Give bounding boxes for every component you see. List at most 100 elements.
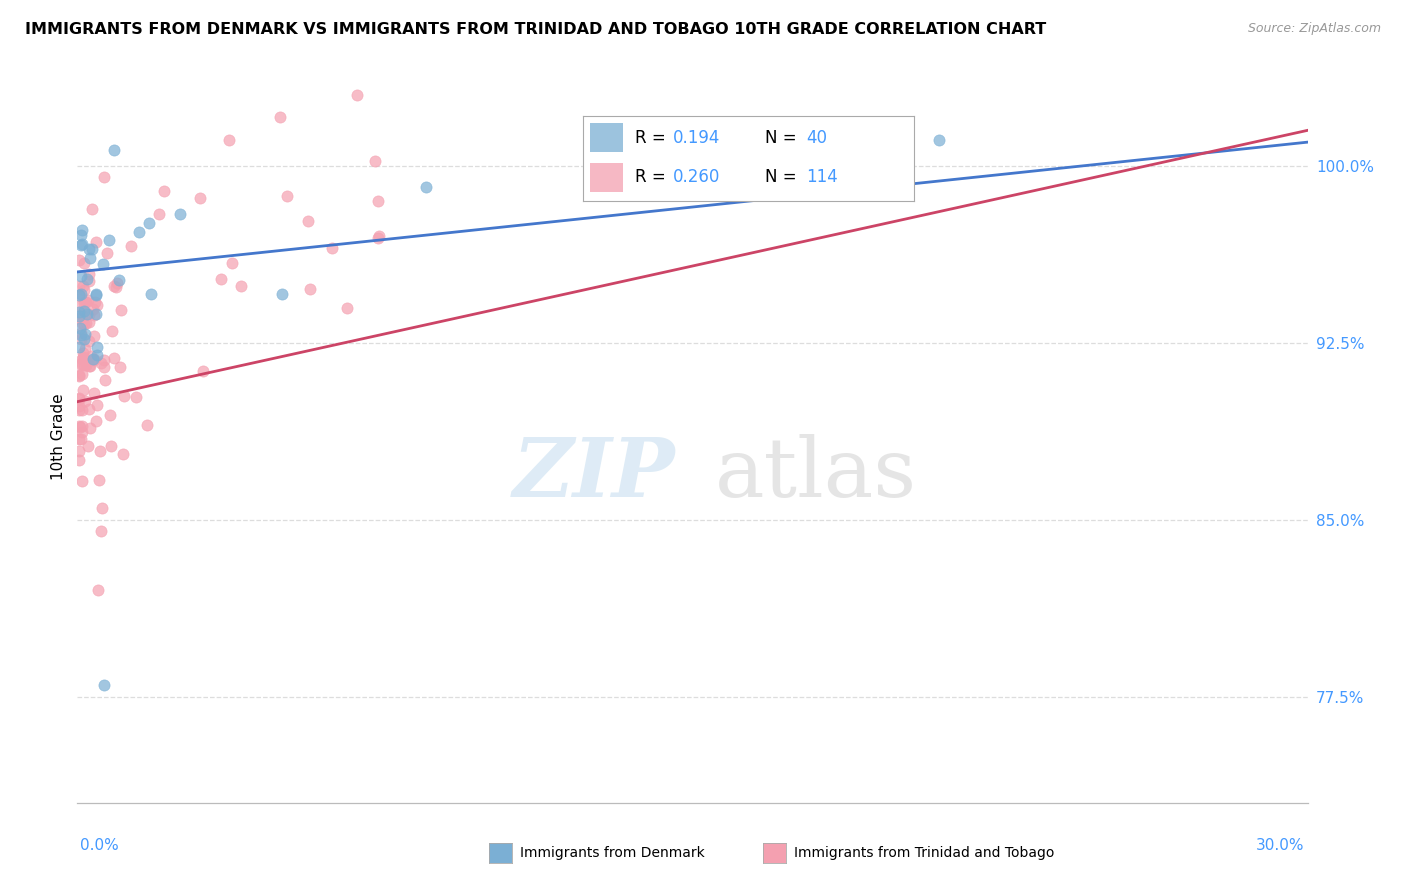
Point [94,373,117,387]
Point [82,242,104,256]
Point [640,166,662,180]
Point [97,233,120,247]
Point [70,403,93,417]
Point [76,307,98,321]
Point [70,425,93,439]
Point [83,308,105,322]
Text: R =: R = [634,169,671,186]
Point [96,245,118,260]
Point [69,287,91,301]
Point [73,358,96,372]
Point [91,257,114,271]
Point [77,315,100,329]
Point [110,302,132,317]
Point [100,439,122,453]
Point [70,326,93,341]
Point [336,301,359,315]
Point [67,399,90,413]
Point [69,321,91,335]
Point [188,191,212,205]
Point [93,353,115,368]
Point [93,678,115,692]
Text: 0.194: 0.194 [672,128,720,146]
Point [77,307,100,321]
Point [83,386,105,401]
Point [67,444,90,458]
Point [86,398,108,412]
Point [103,351,125,366]
Point [90,500,112,515]
Text: Immigrants from Denmark: Immigrants from Denmark [520,846,704,860]
Point [103,143,125,157]
Point [72,318,94,332]
Point [128,225,150,239]
Point [77,334,100,348]
Text: 0.260: 0.260 [672,169,720,186]
Point [107,273,129,287]
Point [69,299,91,313]
Point [70,227,93,242]
Point [84,414,107,428]
Point [70,357,93,371]
Point [73,256,96,270]
Point [221,256,243,270]
Point [100,324,122,338]
Point [364,154,387,169]
Point [193,364,215,378]
Point [80,349,103,363]
Text: N =: N = [765,128,801,146]
Point [70,352,93,367]
Point [87,473,110,487]
Point [84,295,107,310]
Point [77,402,100,417]
Point [367,231,389,245]
Point [73,295,96,310]
Text: R =: R = [634,128,671,146]
Point [86,340,108,354]
Point [928,133,950,147]
Point [79,359,101,373]
Point [98,408,121,422]
Point [86,348,108,362]
Point [105,277,128,291]
Point [72,350,94,364]
Y-axis label: 10th Grade: 10th Grade [51,393,66,481]
Point [69,420,91,434]
Point [125,391,148,405]
Point [69,327,91,342]
Point [83,329,105,343]
Point [70,238,93,252]
Point [75,295,97,310]
Text: Source: ZipAtlas.com: Source: ZipAtlas.com [1247,22,1381,36]
Point [67,305,90,319]
Text: 30.0%: 30.0% [1257,838,1305,853]
Point [346,87,368,102]
Point [90,524,112,539]
Point [70,317,93,331]
Point [321,241,343,255]
Text: Immigrants from Trinidad and Tobago: Immigrants from Trinidad and Tobago [794,846,1054,860]
Point [70,418,93,433]
Point [79,274,101,288]
Point [73,332,96,346]
Point [67,340,90,354]
Point [141,286,163,301]
Point [72,383,94,397]
Point [83,352,105,367]
Point [138,216,160,230]
Point [67,419,90,434]
Point [76,272,98,286]
Point [367,229,389,244]
Point [73,326,96,341]
Point [90,356,112,370]
Point [77,268,100,282]
Point [67,392,90,406]
Point [298,282,321,296]
Point [67,403,90,417]
Point [67,252,90,267]
Point [111,447,134,461]
Point [84,286,107,301]
Point [83,353,105,368]
Point [367,194,389,208]
Point [269,110,291,124]
